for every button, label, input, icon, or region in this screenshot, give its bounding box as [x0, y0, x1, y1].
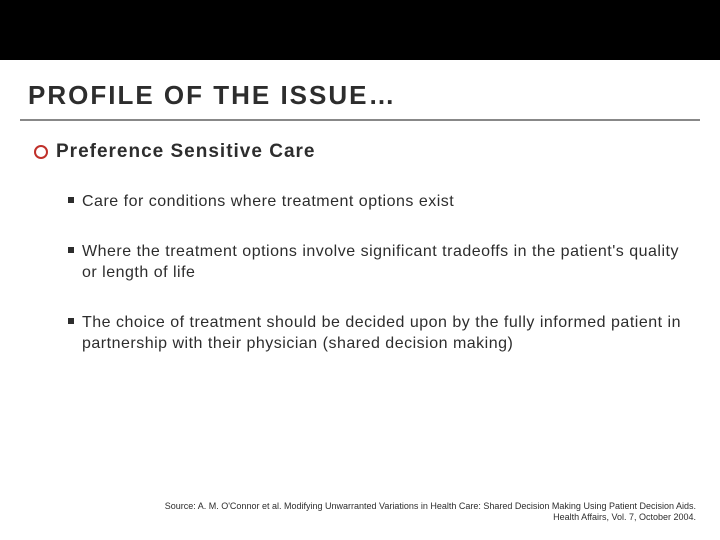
- bullet-list: Care for conditions where treatment opti…: [34, 191, 686, 355]
- title-wrap: PROFILE OF THE ISSUE…: [0, 60, 720, 119]
- list-item: The choice of treatment should be decide…: [68, 312, 686, 355]
- slide-title: PROFILE OF THE ISSUE…: [28, 80, 692, 111]
- square-bullet-icon: [68, 247, 74, 253]
- top-bar: [0, 0, 720, 60]
- list-item: Where the treatment options involve sign…: [68, 241, 686, 284]
- square-bullet-icon: [68, 318, 74, 324]
- footer-line: Source: A. M. O'Connor et al. Modifying …: [165, 501, 696, 513]
- content: Preference Sensitive Care Care for condi…: [0, 121, 720, 540]
- heading-row: Preference Sensitive Care: [34, 141, 686, 163]
- source-footer: Source: A. M. O'Connor et al. Modifying …: [165, 501, 696, 524]
- slide: PROFILE OF THE ISSUE… Preference Sensiti…: [0, 0, 720, 540]
- footer-line: Health Affairs, Vol. 7, October 2004.: [165, 512, 696, 524]
- bullet-text: Care for conditions where treatment opti…: [82, 191, 454, 213]
- circle-bullet-icon: [34, 145, 48, 159]
- bullet-text: The choice of treatment should be decide…: [82, 312, 686, 355]
- bullet-text: Where the treatment options involve sign…: [82, 241, 686, 284]
- list-item: Care for conditions where treatment opti…: [68, 191, 686, 213]
- heading-text: Preference Sensitive Care: [56, 141, 315, 163]
- square-bullet-icon: [68, 197, 74, 203]
